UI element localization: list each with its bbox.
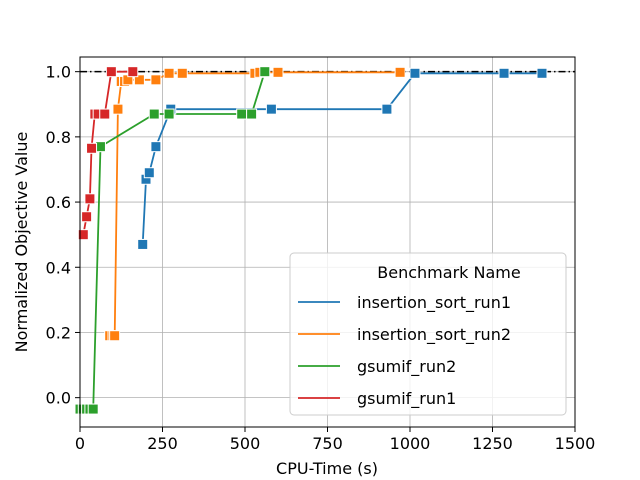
y-tick-label: 0.4 bbox=[46, 258, 71, 277]
y-tick-label: 0.0 bbox=[46, 389, 71, 408]
data-point bbox=[127, 66, 139, 78]
data-point bbox=[163, 108, 175, 120]
y-axis-label: Normalized Objective Value bbox=[12, 132, 31, 353]
x-tick-label: 1250 bbox=[472, 434, 513, 453]
data-point bbox=[112, 103, 124, 115]
data-point bbox=[143, 167, 155, 179]
legend-label: insertion_sort_run1 bbox=[357, 293, 511, 313]
data-point bbox=[84, 193, 96, 205]
data-point bbox=[150, 74, 162, 86]
data-point bbox=[137, 238, 149, 250]
data-point bbox=[109, 330, 121, 342]
data-point bbox=[381, 103, 393, 115]
x-tick-label: 750 bbox=[312, 434, 343, 453]
data-point bbox=[133, 74, 145, 86]
legend-label: gsumif_run1 bbox=[357, 389, 456, 409]
y-tick-label: 0.8 bbox=[46, 128, 71, 147]
x-tick-label: 1000 bbox=[390, 434, 431, 453]
legend-label: insertion_sort_run2 bbox=[357, 325, 511, 345]
y-tick-label: 0.2 bbox=[46, 323, 71, 342]
x-tick-label: 250 bbox=[147, 434, 178, 453]
data-point bbox=[105, 66, 117, 78]
legend-title: Benchmark Name bbox=[377, 263, 520, 282]
data-point bbox=[236, 108, 248, 120]
data-point bbox=[259, 66, 271, 78]
y-tick-label: 0.6 bbox=[46, 193, 71, 212]
x-tick-label: 0 bbox=[75, 434, 85, 453]
data-point bbox=[163, 67, 175, 79]
data-point bbox=[77, 229, 89, 241]
data-point bbox=[409, 67, 421, 79]
data-point bbox=[272, 66, 284, 78]
data-point bbox=[81, 211, 93, 223]
y-axis-ticks: 0.0 0.2 0.4 0.6 0.8 1.0 bbox=[46, 63, 80, 408]
data-point bbox=[265, 103, 277, 115]
x-axis-ticks: 0 250 500 750 1000 1250 1500 bbox=[75, 427, 595, 453]
data-point bbox=[246, 108, 258, 120]
x-tick-label: 1500 bbox=[555, 434, 596, 453]
y-tick-label: 1.0 bbox=[46, 63, 71, 82]
data-point bbox=[148, 108, 160, 120]
series-markers bbox=[74, 66, 548, 415]
data-point bbox=[86, 142, 98, 154]
data-point bbox=[87, 403, 99, 415]
data-point bbox=[394, 66, 406, 78]
data-point bbox=[536, 67, 548, 79]
data-point bbox=[150, 141, 162, 153]
data-point bbox=[99, 108, 111, 120]
legend-box bbox=[289, 252, 567, 416]
x-tick-label: 500 bbox=[230, 434, 261, 453]
x-axis-label: CPU-Time (s) bbox=[276, 459, 378, 478]
legend: Benchmark Name insertion_sort_run1insert… bbox=[289, 252, 567, 416]
legend-label: gsumif_run2 bbox=[357, 357, 456, 377]
data-point bbox=[176, 67, 188, 79]
data-point bbox=[498, 67, 510, 79]
